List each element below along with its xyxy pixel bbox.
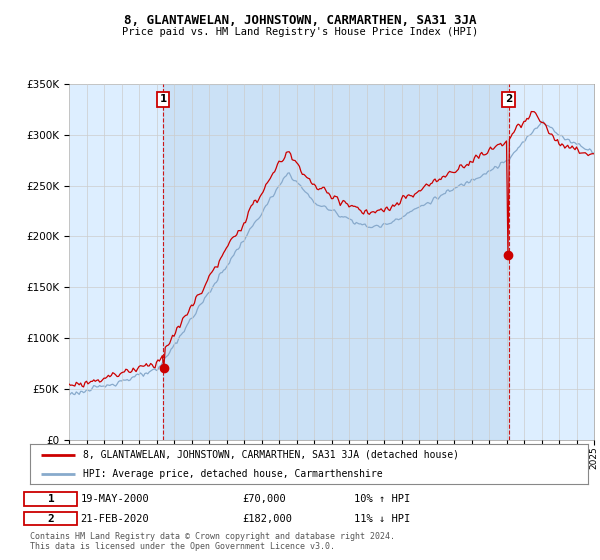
- FancyBboxPatch shape: [25, 512, 77, 525]
- Text: 11% ↓ HPI: 11% ↓ HPI: [353, 514, 410, 524]
- Text: Contains HM Land Registry data © Crown copyright and database right 2024.
This d: Contains HM Land Registry data © Crown c…: [30, 532, 395, 552]
- Text: Price paid vs. HM Land Registry's House Price Index (HPI): Price paid vs. HM Land Registry's House …: [122, 27, 478, 37]
- Text: 10% ↑ HPI: 10% ↑ HPI: [353, 494, 410, 504]
- Text: 19-MAY-2000: 19-MAY-2000: [80, 494, 149, 504]
- Text: £70,000: £70,000: [242, 494, 286, 504]
- Bar: [163, 84, 509, 440]
- Text: 1: 1: [160, 94, 167, 104]
- Text: 2: 2: [48, 514, 55, 524]
- Text: 1: 1: [48, 494, 55, 504]
- Text: 8, GLANTAWELAN, JOHNSTOWN, CARMARTHEN, SA31 3JA: 8, GLANTAWELAN, JOHNSTOWN, CARMARTHEN, S…: [124, 14, 476, 27]
- Text: HPI: Average price, detached house, Carmarthenshire: HPI: Average price, detached house, Carm…: [83, 469, 383, 478]
- Text: 2: 2: [505, 94, 512, 104]
- FancyBboxPatch shape: [25, 492, 77, 506]
- Text: 8, GLANTAWELAN, JOHNSTOWN, CARMARTHEN, SA31 3JA (detached house): 8, GLANTAWELAN, JOHNSTOWN, CARMARTHEN, S…: [83, 450, 459, 460]
- Text: £182,000: £182,000: [242, 514, 292, 524]
- Text: 21-FEB-2020: 21-FEB-2020: [80, 514, 149, 524]
